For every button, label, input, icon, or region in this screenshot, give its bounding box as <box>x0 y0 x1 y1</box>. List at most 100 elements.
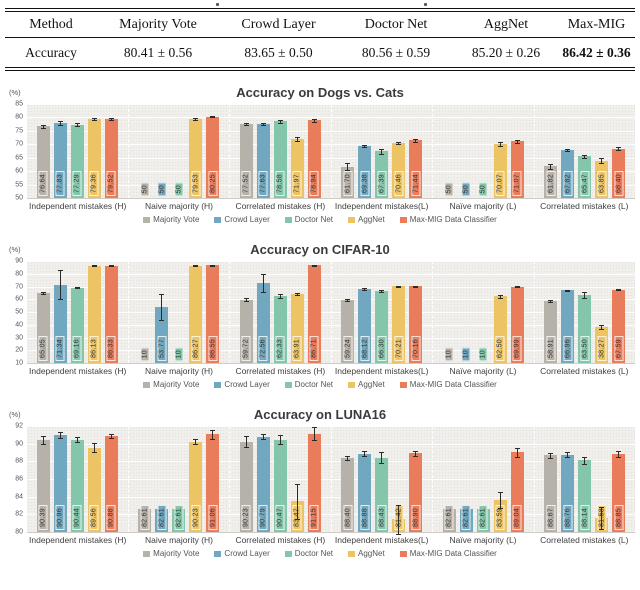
bar-slot: 76.64 <box>36 104 50 198</box>
bar-group-na-ve-majority-l: 10 10 10 62.50 69.99 <box>432 261 534 363</box>
error-bar-cap <box>616 288 622 290</box>
error-bar <box>550 452 552 459</box>
bar-value-label: 50 <box>478 181 488 196</box>
error-bar-cap <box>260 122 266 124</box>
y-axis-tick-label: 75 <box>15 127 23 135</box>
table-header-aggnet: AggNet <box>454 10 558 38</box>
legend-swatch <box>348 381 356 388</box>
bar-slot: 10 <box>477 261 490 363</box>
x-category-label: Naïve majority (L) <box>449 201 517 211</box>
x-axis-category-labels: Independent mistakes (H) Naive majority (… <box>27 366 635 376</box>
x-category-label: Naïve majority (L) <box>449 535 517 545</box>
bar-value-label: 80.25 <box>208 170 218 196</box>
error-bar-cap <box>243 298 249 300</box>
bar-group-correlated-mistakes-l: 61.82 67.82 65.47 63.85 68.40 <box>533 104 636 198</box>
error-bar-cap <box>379 451 385 453</box>
bar-value-label: 59.24 <box>343 335 353 361</box>
bar-value-label: 88.14 <box>580 504 590 530</box>
error-bar <box>59 270 61 300</box>
error-bar-cap <box>108 438 114 440</box>
y-axis: 50 55 60 65 70 75 80 85 <box>5 101 27 202</box>
error-bar-cap <box>193 119 199 121</box>
error-bar-cap <box>57 125 63 127</box>
error-bar-cap <box>159 319 165 321</box>
bar-group-na-ve-majority-l: 50 50 50 70.07 71.07 <box>432 104 534 198</box>
error-bar-cap <box>193 438 199 440</box>
error-bar-cap <box>40 127 46 129</box>
plot-area: 65.05 71.34 69.16 86.13 86.33 10 53.77 10 86.27 8… <box>27 261 635 364</box>
bar-slot: 70.46 <box>392 104 406 198</box>
bar-slot: 78.94 <box>307 104 321 198</box>
bar-slot: 10 <box>443 261 456 363</box>
bar-value-label: 63.91 <box>292 335 302 361</box>
legend-swatch <box>348 550 356 557</box>
error-bar-cap <box>345 455 351 457</box>
bar-slot: 50 <box>155 104 168 198</box>
bar-slot: 91.15 <box>307 426 321 532</box>
error-bar-cap <box>277 122 283 124</box>
legend-item-max-mig-data-classifier: Max-MIG Data Classifier <box>399 215 497 224</box>
bar-value-label: 68.12 <box>360 335 370 361</box>
legend-label: Crowd Layer <box>224 549 270 558</box>
bar-group-correlated-mistakes-h: 77.52 77.63 78.58 71.97 78.94 <box>229 104 331 198</box>
error-bar-cap <box>210 116 216 118</box>
error-bar-cap <box>57 121 63 123</box>
error-bar-cap <box>413 285 419 287</box>
error-bar-cap <box>108 266 114 268</box>
chart-title: Accuracy on Dogs vs. Cats <box>236 85 404 100</box>
bar-slot: 86.33 <box>104 261 118 363</box>
legend-swatch <box>399 550 407 557</box>
legend-item-doctor-net: Doctor Net <box>284 549 333 558</box>
bar-value-label: 10 <box>461 346 471 361</box>
bar-slot: 79.36 <box>87 104 101 198</box>
error-bar-cap <box>243 125 249 127</box>
error-bar-cap <box>193 117 199 119</box>
error-bar-cap <box>74 288 80 290</box>
bar-value-label: 67.39 <box>377 170 387 196</box>
legend: Majority Vote Crowd Layer Doctor Net AggNet… <box>5 380 635 389</box>
error-bar <box>381 290 383 293</box>
bar-slot: 79.53 <box>189 104 203 198</box>
legend-label: AggNet <box>358 549 385 558</box>
bar-slot: 88.14 <box>578 426 592 532</box>
bar-value-label: 58.91 <box>546 335 556 361</box>
chart-cifar-10: (%) Accuracy on CIFAR-10 10 20 30 40 50 60 70 8… <box>0 242 640 389</box>
table-header-max-mig: Max-MIG <box>558 10 635 38</box>
legend-item-doctor-net: Doctor Net <box>284 215 333 224</box>
error-bar <box>601 158 603 164</box>
bar-slot: 88.76 <box>561 426 575 532</box>
error-bar-cap <box>514 287 520 289</box>
bar-slot: 79.52 <box>104 104 118 198</box>
error-bar-cap <box>40 125 46 127</box>
error-bar-cap <box>294 293 300 295</box>
legend-item-crowd-layer: Crowd Layer <box>214 380 270 389</box>
error-bar-cap <box>514 447 520 449</box>
bar-value-label: 50 <box>461 181 471 196</box>
y-axis-tick-label: 10 <box>15 359 23 367</box>
bar-group-independent-mistakes-l: 88.40 88.88 88.43 81.42 88.90 <box>330 426 433 535</box>
error-bar-cap <box>74 126 80 128</box>
error-bar-cap <box>210 429 216 431</box>
error-bar-cap <box>599 325 605 327</box>
bar-value-label: 88.76 <box>563 504 573 530</box>
bar-slot: 59.24 <box>341 261 355 363</box>
error-bar-cap <box>243 301 249 303</box>
bar-group-correlated-mistakes-l: 58.91 66.96 63.50 38.27 67.59 <box>533 261 636 363</box>
error-bar-cap <box>497 145 503 147</box>
error-bar-cap <box>396 533 402 535</box>
error-bar <box>347 455 349 460</box>
error-bar <box>245 123 247 126</box>
error-bar <box>398 505 400 534</box>
error-bar-cap <box>345 170 351 172</box>
bar-slot: 68.40 <box>612 104 626 198</box>
error-bar-cap <box>582 463 588 465</box>
accuracy-max-mig: 86.42 ± 0.36 <box>562 45 631 60</box>
bar-value-label: 68.40 <box>614 170 624 196</box>
legend-item-doctor-net: Doctor Net <box>284 380 333 389</box>
error-bar-cap <box>294 295 300 297</box>
error-bar-cap <box>565 289 571 291</box>
bar-value-label: 10 <box>140 346 150 361</box>
y-axis-tick-label: 60 <box>15 295 23 303</box>
error-bar <box>516 139 518 144</box>
bar-value-label: 78.58 <box>275 170 285 196</box>
